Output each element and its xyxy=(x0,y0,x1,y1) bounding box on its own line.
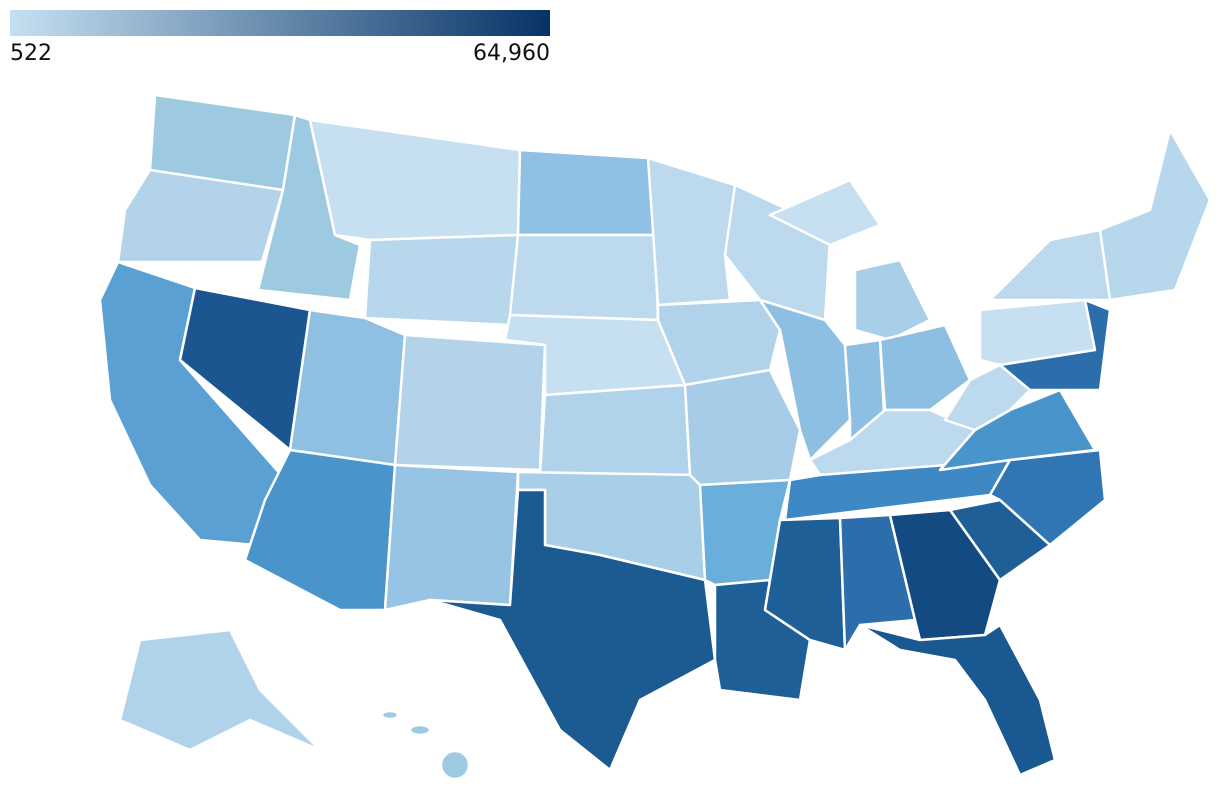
region xyxy=(768,178,882,247)
region xyxy=(1098,128,1212,302)
colorbar-label: 522 xyxy=(10,41,52,66)
region xyxy=(858,623,1057,777)
region xyxy=(116,168,285,264)
region xyxy=(118,628,322,752)
region xyxy=(853,258,932,342)
region xyxy=(408,723,432,737)
regions xyxy=(98,93,1212,781)
region xyxy=(439,749,471,781)
region xyxy=(428,488,717,772)
region xyxy=(878,323,972,412)
region xyxy=(538,383,692,477)
region xyxy=(383,463,520,612)
colorbar xyxy=(10,10,550,36)
region xyxy=(516,148,657,237)
region xyxy=(683,368,802,487)
region xyxy=(508,233,660,322)
region xyxy=(758,298,852,462)
region xyxy=(308,118,522,242)
region xyxy=(288,308,407,467)
region xyxy=(998,298,1112,392)
region xyxy=(380,709,400,721)
region xyxy=(838,513,917,652)
region xyxy=(988,228,1112,302)
region xyxy=(363,233,520,327)
region xyxy=(393,333,547,472)
colorbar-label: 64,960 xyxy=(473,41,550,66)
